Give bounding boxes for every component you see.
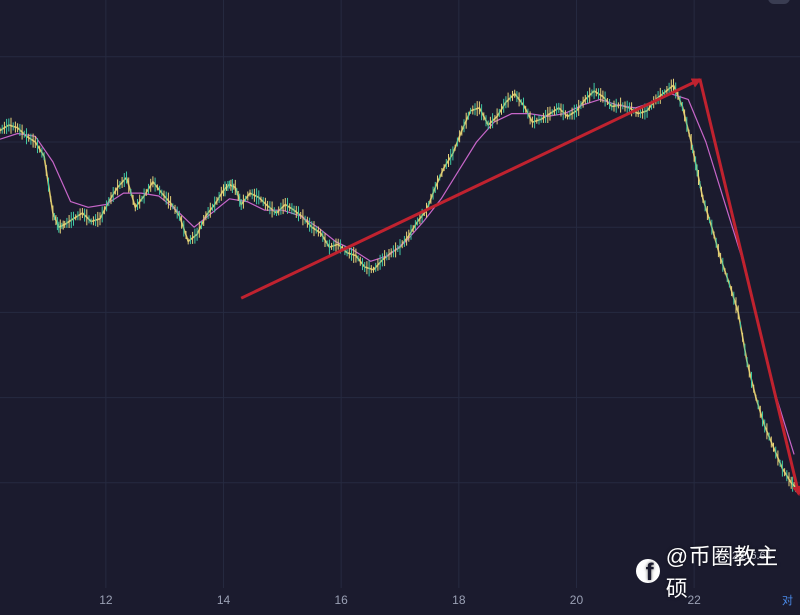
- x-tick-label: 22: [687, 593, 701, 607]
- x-tick-label: 16: [334, 593, 348, 607]
- trend-arrows: [240, 78, 800, 497]
- watermark: f @币圈教主硕: [636, 544, 800, 601]
- trend-arrow-1: [240, 78, 702, 300]
- corner-tab: [768, 0, 790, 4]
- x-tick-label: 12: [99, 593, 113, 607]
- axis-corner-label: 对: [782, 595, 793, 607]
- series-line-ma: [0, 93, 795, 455]
- grid-lines: [0, 0, 800, 588]
- x-tick-label: 20: [570, 593, 584, 607]
- x-axis: 12 14 16 18 20 22: [99, 593, 701, 607]
- x-tick-label: 14: [217, 593, 231, 607]
- facebook-icon: f: [636, 559, 660, 583]
- x-tick-label: 18: [452, 593, 466, 607]
- trend-arrow-2: [698, 79, 800, 497]
- watermark-text: @币圈教主硕: [665, 544, 779, 601]
- series-line-price: [0, 84, 798, 490]
- series-layer: [0, 78, 798, 493]
- last-price-label: 2816.61: [732, 550, 772, 562]
